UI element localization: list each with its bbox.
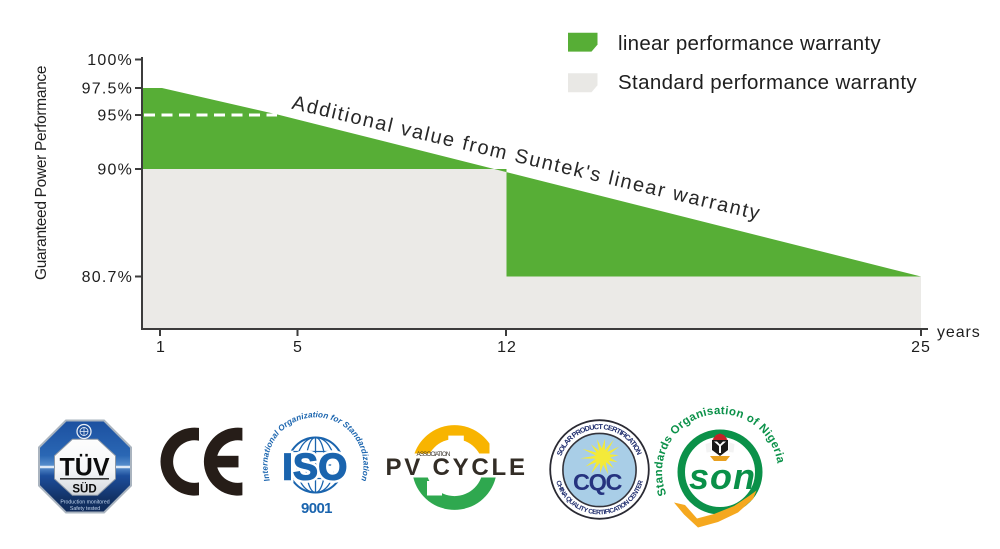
- svg-text:ISO: ISO: [282, 447, 347, 488]
- svg-text:Safety tested: Safety tested: [70, 506, 100, 512]
- svg-text:Standard performance warranty: Standard performance warranty: [618, 71, 917, 94]
- svg-text:1: 1: [156, 339, 166, 356]
- svg-text:80.7%: 80.7%: [82, 269, 133, 286]
- svg-text:ASSOCIATION: ASSOCIATION: [417, 451, 451, 458]
- svg-text:95%: 95%: [97, 108, 133, 125]
- svg-text:97.5%: 97.5%: [82, 81, 133, 98]
- svg-text:Production monitored: Production monitored: [60, 500, 109, 506]
- svg-text:12: 12: [497, 339, 517, 356]
- svg-text:25: 25: [911, 339, 931, 356]
- svg-text:90%: 90%: [97, 162, 133, 179]
- svg-text:100%: 100%: [87, 52, 133, 69]
- svg-text:9001: 9001: [301, 500, 333, 517]
- svg-text:son: son: [689, 456, 754, 497]
- svg-text:linear performance warranty: linear performance warranty: [618, 32, 881, 55]
- svg-text:Guaranteed Power Performance: Guaranteed Power Performance: [33, 65, 50, 280]
- svg-text:CQC: CQC: [573, 469, 624, 495]
- svg-text:years: years: [937, 324, 981, 341]
- svg-text:PV CYCLE: PV CYCLE: [386, 454, 526, 481]
- svg-text:5: 5: [293, 339, 303, 356]
- svg-text:TÜV: TÜV: [60, 453, 110, 482]
- svg-text:SÜD: SÜD: [72, 483, 96, 496]
- svg-text:ISO: ISO: [282, 447, 347, 488]
